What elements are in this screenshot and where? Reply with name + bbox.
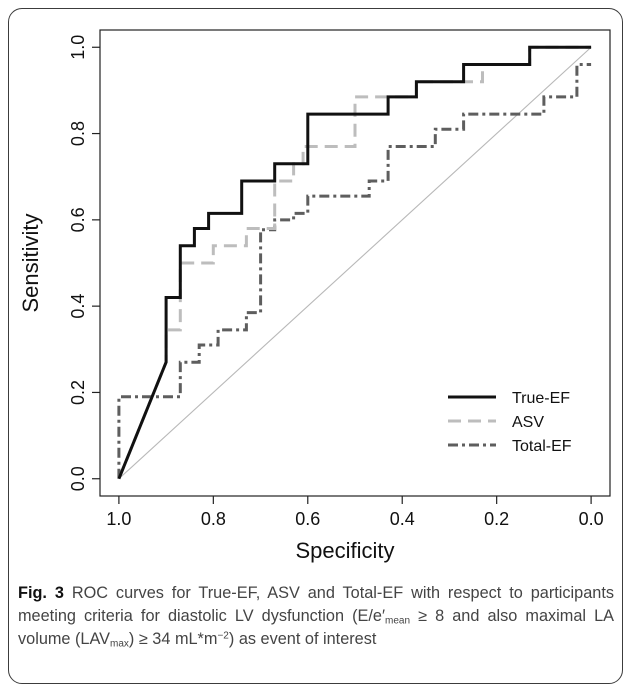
roc-chart: 1.0 0.8 0.6 0.4 0.2 0.0 0.0 0.2 0.4 0.6 0.8 1.0 Tru… (18, 29, 611, 563)
legend-label-true-ef: True-EF (512, 390, 570, 407)
y-tick-label: 1.0 (68, 35, 88, 60)
caption-subscript-mean: mean (385, 615, 411, 627)
caption-text: ROC curves for True-EF, ASV and Total-EF… (18, 584, 614, 625)
caption-text: ) ≥ 34 mL*m (128, 630, 218, 648)
x-tick-label: 0.4 (390, 509, 415, 529)
series-line-total-ef (117, 63, 592, 479)
y-tick-label: 0.6 (68, 207, 88, 232)
plot-area (99, 29, 611, 497)
x-tick-label: 0.6 (295, 509, 320, 529)
series-line-true-ef (117, 45, 592, 480)
series-line-asv (117, 45, 592, 480)
x-tick-label: 0.8 (201, 509, 226, 529)
reference-diagonal-line (118, 46, 592, 480)
x-axis-label: Specificity (295, 538, 394, 563)
figure-label: Fig. 3 (18, 584, 64, 602)
y-tick-label: 0.0 (68, 466, 88, 491)
y-axis-label: Sensitivity (18, 213, 43, 312)
y-tick-label: 0.2 (68, 380, 88, 405)
caption-subscript-max: max (110, 638, 129, 650)
x-tick-label: 1.0 (106, 509, 131, 529)
figure-caption: Fig. 3 ROC curves for True-EF, ASV and T… (18, 582, 614, 651)
legend-label-total-ef: Total-EF (512, 438, 572, 455)
caption-text: ) as event of interest (228, 630, 377, 648)
caption-text: ≥ 8 and also maximal LA volume (LAV (18, 607, 615, 648)
y-tick-label: 0.8 (68, 121, 88, 146)
x-tick-label: 0.2 (484, 509, 509, 529)
figure-frame (8, 8, 623, 684)
x-tick-label: 0.0 (579, 509, 604, 529)
legend-label-asv: ASV (512, 414, 544, 431)
y-tick-label: 0.4 (68, 294, 88, 319)
caption-superscript: −2 (217, 630, 229, 642)
